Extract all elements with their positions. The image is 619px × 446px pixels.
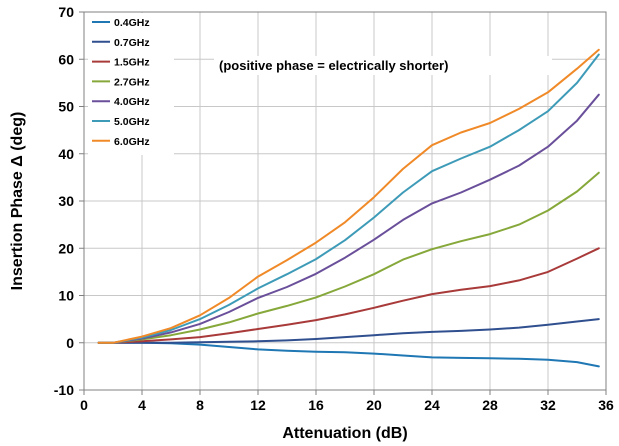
series-line-5-0ghz <box>97 53 600 344</box>
x-tick-label: 12 <box>250 397 266 413</box>
x-axis-title: Attenuation (dB) <box>282 425 407 442</box>
x-tick-label: 4 <box>138 397 146 413</box>
legend-box <box>88 13 174 155</box>
y-tick-label: 20 <box>58 240 74 256</box>
legend-label: 1.5GHz <box>114 57 150 69</box>
legend-label: 0.7GHz <box>114 37 150 49</box>
legend: 0.4GHz 0.7GHz 1.5GHz 2.7GHz 4.0GHz 5.0GHz 6.0G… <box>88 13 174 155</box>
y-tick-label: 70 <box>58 4 74 20</box>
y-tick-label: 30 <box>58 193 74 209</box>
x-tick-label: 16 <box>308 397 324 413</box>
y-tick-label: 10 <box>58 288 74 304</box>
legend-label: 0.4GHz <box>114 17 150 29</box>
y-tick-label: 60 <box>58 51 74 67</box>
series-line-4-0ghz <box>97 93 600 344</box>
series-line-0-7ghz <box>97 318 600 344</box>
x-tick-label: 20 <box>366 397 382 413</box>
series-line-2-7ghz <box>97 171 600 344</box>
annotation-background <box>214 56 552 75</box>
chart-annotation: (positive phase = electrically shorter) <box>219 58 448 73</box>
x-tick-label: 8 <box>196 397 204 413</box>
series-line-6-0ghz <box>97 48 600 344</box>
x-tick-label: 36 <box>598 397 614 413</box>
x-tick-label: 32 <box>540 397 556 413</box>
series-line-1-5ghz <box>97 247 600 344</box>
y-tick-label: -10 <box>54 382 74 398</box>
legend-label: 6.0GHz <box>114 136 150 148</box>
legend-label: 5.0GHz <box>114 116 150 128</box>
legend-label: 4.0GHz <box>114 96 150 108</box>
y-tick-label: 50 <box>58 99 74 115</box>
y-tick-label: 0 <box>66 335 74 351</box>
y-tick-label: 40 <box>58 146 74 162</box>
x-tick-label: 24 <box>424 397 440 413</box>
y-axis-title: Insertion Phase Δ (deg) <box>9 112 26 291</box>
x-tick-label: 0 <box>80 397 88 413</box>
x-tick-label: 28 <box>482 397 498 413</box>
legend-label: 2.7GHz <box>114 76 150 88</box>
